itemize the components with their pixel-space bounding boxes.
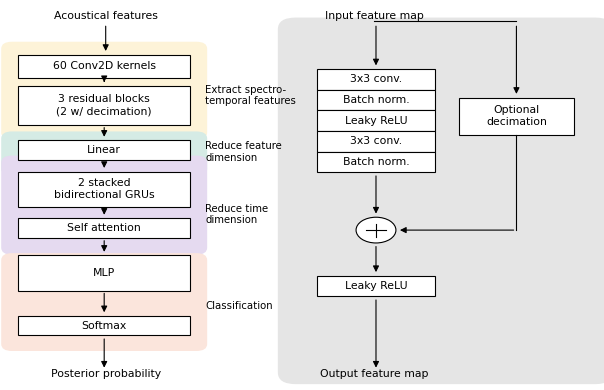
Bar (18, 218, 190, 238)
Text: Extract spectro-
temporal features: Extract spectro- temporal features (205, 85, 296, 106)
Bar (459, 98, 574, 135)
Bar (18, 86, 190, 125)
Text: Input feature map: Input feature map (325, 11, 424, 21)
Text: Posterior probability: Posterior probability (51, 369, 161, 379)
Text: Reduce time
dimension: Reduce time dimension (205, 204, 269, 225)
Bar (18, 140, 190, 160)
Bar (18, 172, 190, 207)
Text: Batch norm.: Batch norm. (342, 157, 410, 167)
Text: Leaky ReLU: Leaky ReLU (345, 116, 407, 126)
Text: Leaky ReLU: Leaky ReLU (345, 281, 407, 291)
Text: Reduce feature
dimension: Reduce feature dimension (205, 141, 282, 163)
Bar (18, 316, 190, 335)
Text: 3x3 conv.: 3x3 conv. (350, 136, 402, 146)
FancyBboxPatch shape (1, 131, 207, 176)
Text: 3x3 conv.: 3x3 conv. (350, 74, 402, 84)
FancyBboxPatch shape (1, 42, 207, 140)
Text: MLP: MLP (93, 268, 115, 278)
Text: 2 stacked
bidirectional GRUs: 2 stacked bidirectional GRUs (54, 178, 155, 200)
FancyBboxPatch shape (1, 253, 207, 351)
Bar (317, 276, 435, 296)
FancyBboxPatch shape (1, 156, 207, 255)
Text: Output feature map: Output feature map (320, 369, 429, 379)
Text: Self attention: Self attention (67, 223, 141, 233)
Circle shape (356, 217, 396, 243)
Text: Classification: Classification (205, 301, 273, 311)
Text: Optional
decimation: Optional decimation (486, 105, 547, 127)
Bar (18, 55, 190, 78)
Bar (317, 131, 435, 152)
Bar (18, 255, 190, 291)
Bar (317, 90, 435, 110)
FancyBboxPatch shape (278, 18, 604, 384)
Text: 3 residual blocks
(2 w/ decimation): 3 residual blocks (2 w/ decimation) (56, 94, 152, 116)
Bar (317, 152, 435, 172)
Text: Batch norm.: Batch norm. (342, 95, 410, 105)
Bar (317, 110, 435, 131)
Text: 60 Conv2D kernels: 60 Conv2D kernels (53, 61, 156, 71)
Bar (317, 69, 435, 90)
Text: Linear: Linear (87, 145, 121, 155)
Text: Softmax: Softmax (82, 321, 127, 331)
Text: Acoustical features: Acoustical features (54, 11, 158, 21)
